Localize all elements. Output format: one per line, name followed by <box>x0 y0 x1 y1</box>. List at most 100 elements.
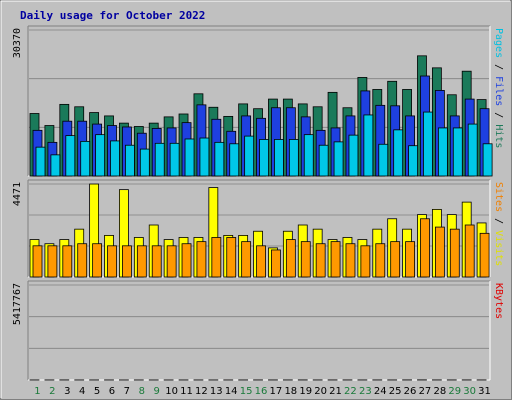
x-tick-label: 10 <box>165 386 178 397</box>
x-tick-label: 11 <box>180 386 193 397</box>
bar-pages-19 <box>303 134 314 177</box>
x-tick-label: 15 <box>240 386 253 397</box>
bar-pages-22 <box>348 134 359 177</box>
bar-sites-3 <box>62 245 73 278</box>
bar-sites-27 <box>420 218 430 278</box>
x-tick-label: 17 <box>270 386 283 397</box>
bar-sites-22 <box>345 243 356 278</box>
bar-pages-27 <box>423 111 433 177</box>
y-max-label: 4471 <box>12 182 23 206</box>
x-tick-label: 24 <box>374 386 387 397</box>
bar-pages-18 <box>288 139 299 177</box>
x-tick-label: 2 <box>49 386 55 397</box>
bar-pages-25 <box>393 129 404 177</box>
series-legend-label: Sites / Visits <box>493 182 504 266</box>
bar-sites-10 <box>166 245 177 278</box>
x-tick-label: 30 <box>463 386 476 397</box>
x-tick-label: 5 <box>94 386 100 397</box>
bar-pages-24 <box>378 143 389 177</box>
x-tick-label: 18 <box>284 386 297 397</box>
y-max-label: 30370 <box>12 28 23 58</box>
bar-sites-17 <box>271 249 281 278</box>
bar-pages-1 <box>35 146 46 177</box>
bar-sites-30 <box>464 224 475 278</box>
x-tick-label: 6 <box>109 386 115 397</box>
x-tick-label: 9 <box>153 386 159 397</box>
bar-pages-29 <box>452 127 463 177</box>
bar-sites-23 <box>360 245 371 278</box>
legend-part: / <box>493 212 504 230</box>
legend-part: Pages <box>493 28 504 58</box>
series-legend-label: Pages / Files / Hits <box>493 28 504 148</box>
bar-pages-10 <box>169 142 180 177</box>
bar-sites-8 <box>136 245 147 278</box>
y-max-label: 5417767 <box>12 283 23 325</box>
bar-pages-9 <box>154 142 165 177</box>
bar-sites-9 <box>151 245 162 278</box>
bar-sites-15 <box>241 241 252 278</box>
x-tick-label: 23 <box>359 386 372 397</box>
bar-sites-24 <box>375 243 386 278</box>
legend-part: Files <box>493 76 504 106</box>
bar-pages-4 <box>80 140 91 177</box>
bar-pages-20 <box>318 144 329 177</box>
bar-sites-16 <box>256 245 266 278</box>
x-tick-label: 1 <box>34 386 40 397</box>
bar-sites-28 <box>434 226 445 278</box>
series-legend-label: KBytes <box>493 283 504 319</box>
bar-sites-19 <box>300 241 311 278</box>
bar-pages-11 <box>184 138 195 177</box>
x-tick-label: 16 <box>255 386 268 397</box>
series-pages <box>35 111 493 177</box>
bar-sites-6 <box>107 245 117 278</box>
bar-sites-5 <box>92 243 103 278</box>
x-tick-label: 28 <box>433 386 446 397</box>
bar-sites-11 <box>181 243 192 278</box>
bar-sites-1 <box>32 245 43 278</box>
series-sites <box>32 218 490 278</box>
x-tick-label: 7 <box>124 386 130 397</box>
bar-pages-14 <box>229 143 240 177</box>
x-tick-label: 20 <box>314 386 327 397</box>
legend-part: Visits <box>493 230 504 266</box>
bar-pages-17 <box>274 139 284 177</box>
x-tick-label: 14 <box>225 386 238 397</box>
bar-sites-18 <box>285 239 296 278</box>
x-tick-label: 12 <box>195 386 208 397</box>
plot-area <box>28 281 490 380</box>
bar-pages-16 <box>259 139 269 177</box>
bar-sites-29 <box>449 228 460 278</box>
bar-sites-21 <box>330 241 341 278</box>
chart-panel-3: 5417767 KBytes <box>12 280 504 381</box>
x-tick-label: 21 <box>329 386 342 397</box>
bar-sites-13 <box>211 237 222 278</box>
bar-sites-25 <box>390 241 401 278</box>
bar-pages-15 <box>244 135 255 177</box>
x-tick-label: 29 <box>448 386 461 397</box>
x-tick-label: 3 <box>64 386 70 397</box>
chart-title: Daily usage for October 2022 <box>20 9 205 22</box>
chart-panels: 30370 Pages / Files / Hits 4471 Sites / Vis… <box>12 25 504 381</box>
bar-pages-2 <box>50 154 61 177</box>
x-tick-label: 13 <box>210 386 223 397</box>
bar-pages-28 <box>437 127 448 177</box>
legend-part: / <box>493 58 504 76</box>
bar-pages-12 <box>199 137 210 177</box>
chart-panel-1: 30370 Pages / Files / Hits <box>12 25 504 177</box>
bar-pages-8 <box>139 148 150 177</box>
bar-pages-6 <box>110 140 120 177</box>
bar-sites-20 <box>315 243 326 278</box>
x-tick-label: 25 <box>389 386 402 397</box>
x-tick-label: 22 <box>344 386 357 397</box>
bar-sites-26 <box>405 241 415 278</box>
bar-pages-23 <box>363 114 374 177</box>
legend-part: Sites <box>493 182 504 212</box>
x-tick-label: 8 <box>139 386 145 397</box>
bar-sites-14 <box>226 237 237 278</box>
x-tick-label: 31 <box>478 386 491 397</box>
x-tick-label: 19 <box>299 386 312 397</box>
bar-pages-5 <box>95 134 106 177</box>
bar-pages-31 <box>482 143 493 177</box>
